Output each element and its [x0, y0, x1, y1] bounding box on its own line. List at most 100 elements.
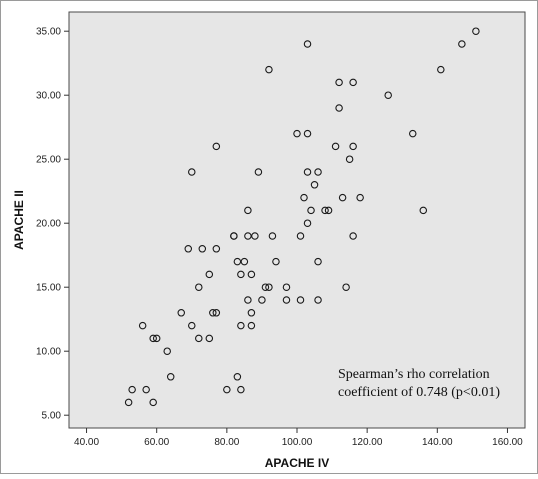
data-point	[310, 181, 319, 189]
data-point	[195, 334, 203, 343]
data-point	[321, 206, 329, 215]
x-tick-label: 140.00	[422, 437, 453, 448]
data-point	[307, 206, 315, 215]
x-tick-label: 80.00	[214, 437, 239, 448]
data-point	[314, 257, 322, 266]
data-point	[237, 270, 245, 279]
data-point	[149, 398, 157, 407]
data-point	[261, 283, 270, 291]
data-point	[335, 104, 343, 112]
data-point	[384, 91, 392, 99]
data-point	[349, 232, 357, 240]
data-point	[254, 168, 263, 176]
data-point	[230, 232, 238, 240]
data-point	[419, 206, 428, 215]
data-point	[303, 40, 312, 48]
data-point	[282, 283, 291, 291]
data-point	[138, 321, 147, 330]
data-point	[345, 155, 354, 163]
y-axis: 5.00 10.00 15.00 20.00 25.00 30.00 35.00	[36, 27, 69, 422]
plot-area	[68, 11, 526, 429]
data-point	[258, 296, 266, 304]
y-tick-label: 10.00	[36, 347, 61, 358]
y-tick-label: 35.00	[36, 27, 61, 38]
data-point	[247, 321, 256, 330]
data-point	[335, 78, 343, 87]
data-point	[342, 283, 350, 291]
data-point	[300, 193, 308, 202]
data-point	[338, 193, 347, 202]
data-point	[149, 334, 157, 343]
data-point	[205, 334, 214, 343]
data-point	[247, 309, 256, 317]
data-point	[265, 65, 273, 74]
data-points	[124, 27, 480, 407]
data-point	[282, 296, 291, 304]
data-point	[124, 398, 133, 407]
data-point	[409, 129, 417, 138]
y-tick-label: 20.00	[36, 219, 61, 230]
x-tick-label: 60.00	[144, 437, 169, 448]
data-point	[177, 309, 185, 317]
data-point	[233, 373, 242, 381]
y-axis-title: APACHE II	[12, 190, 26, 250]
data-point	[237, 321, 245, 330]
data-point	[296, 296, 305, 304]
data-point	[472, 27, 480, 35]
x-tick-label: 40.00	[74, 437, 99, 448]
x-tick-label: 160.00	[492, 437, 523, 448]
data-point	[198, 245, 207, 253]
data-point	[268, 232, 277, 240]
data-point	[247, 270, 256, 279]
data-point	[212, 245, 221, 253]
data-point	[188, 168, 196, 176]
x-tick-label: 120.00	[352, 437, 383, 448]
data-point	[324, 206, 333, 215]
data-point	[296, 232, 305, 240]
data-point	[349, 142, 357, 151]
x-tick-label: 100.00	[282, 437, 313, 448]
data-point	[272, 257, 280, 266]
data-point	[356, 193, 364, 202]
data-point	[244, 296, 252, 304]
data-point	[458, 40, 466, 48]
y-tick-label: 5.00	[42, 411, 62, 422]
data-point	[349, 78, 357, 87]
data-point	[265, 283, 273, 291]
data-point	[293, 129, 301, 138]
data-point	[303, 219, 312, 227]
data-point	[251, 232, 259, 240]
x-axis-title: APACHE IV	[265, 456, 329, 470]
data-point	[163, 347, 171, 355]
data-point	[223, 385, 231, 394]
x-axis: 40.00 60.00 80.00 100.00 120.00 140.00 160.00	[74, 428, 523, 448]
data-point	[437, 65, 445, 74]
data-point	[237, 385, 245, 394]
data-point	[188, 321, 196, 330]
annotation-line-1: Spearman’s rho correlation	[338, 367, 490, 382]
data-point	[212, 142, 221, 151]
data-point	[240, 257, 249, 266]
data-point	[331, 142, 340, 151]
data-point	[244, 232, 252, 240]
data-point	[166, 373, 175, 381]
data-point	[314, 296, 322, 304]
y-tick-label: 15.00	[36, 283, 61, 294]
data-point	[212, 309, 221, 317]
data-point	[209, 309, 217, 317]
data-point	[184, 245, 193, 253]
data-point	[152, 334, 161, 343]
data-point	[244, 206, 252, 215]
data-point	[303, 129, 312, 138]
data-point	[303, 168, 312, 176]
data-point	[195, 283, 203, 291]
annotation-line-2: coefficient of 0.748 (p<0.01)	[338, 385, 500, 400]
data-point	[314, 168, 322, 176]
data-point	[128, 385, 136, 394]
data-point	[205, 270, 214, 279]
data-point	[233, 257, 242, 266]
y-tick-label: 30.00	[36, 91, 61, 102]
y-tick-label: 25.00	[36, 155, 61, 166]
